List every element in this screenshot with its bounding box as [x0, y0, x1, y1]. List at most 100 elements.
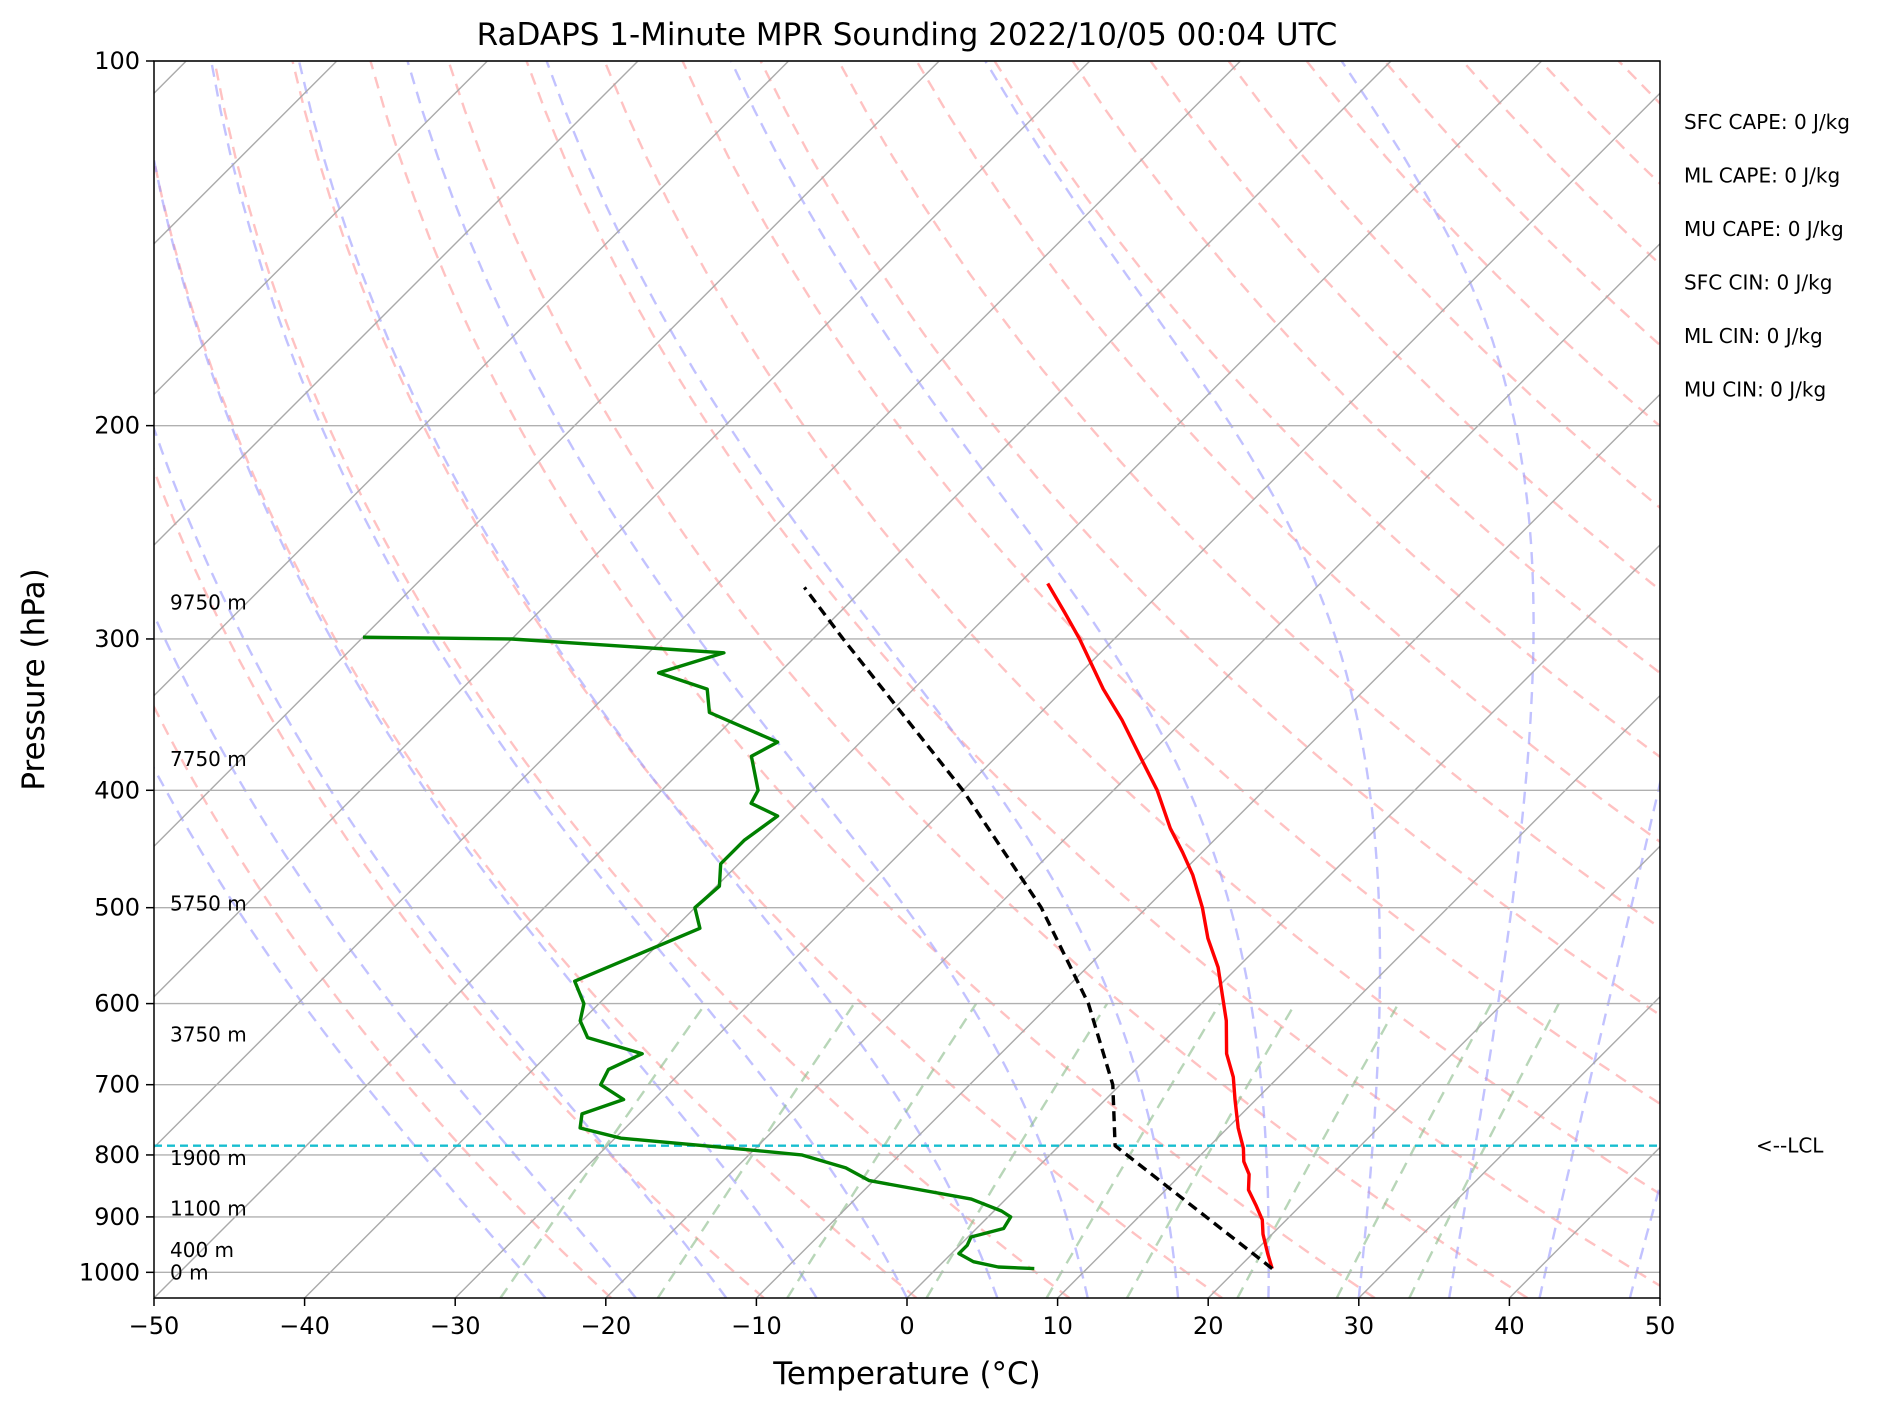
mixing-ratio-line	[1125, 1002, 1297, 1298]
x-tick-label: −40	[279, 1312, 330, 1340]
y-tick-label: 600	[94, 990, 140, 1018]
moist-adiabat	[210, 61, 909, 1298]
x-tick-label: 50	[1645, 1312, 1676, 1340]
y-axis-label: Pressure (hPa)	[16, 568, 52, 790]
moist-adiabat	[406, 61, 1089, 1298]
isotherm	[154, 61, 488, 396]
dry-adiabat	[1383, 61, 1660, 347]
dry-adiabat	[154, 154, 918, 1298]
y-tick-label: 400	[94, 776, 140, 804]
isotherm	[154, 61, 1091, 998]
dry-adiabat	[1071, 61, 1660, 675]
mixing-ratio-line	[1408, 1003, 1560, 1298]
dry-adiabat	[291, 61, 1223, 1298]
y-tick-label: 200	[94, 412, 140, 440]
mixing-ratio-line	[1335, 1003, 1493, 1298]
gridlines	[154, 60, 1660, 1274]
x-tick-label: −50	[129, 1312, 180, 1340]
height-label: 1100 m	[170, 1197, 247, 1221]
chart-title: RaDAPS 1-Minute MPR Sounding 2022/10/05 …	[477, 17, 1338, 53]
stat-label: SFC CIN: 0 J/kg	[1684, 271, 1832, 295]
dry-adiabat	[1149, 61, 1660, 592]
dry-adiabat	[213, 61, 1071, 1298]
x-tick-label: −30	[430, 1312, 481, 1340]
x-tick-label: 20	[1193, 1312, 1224, 1340]
dry-adiabat	[369, 61, 1376, 1298]
dry-adiabat	[1853, 61, 1882, 1298]
y-tick-label: 900	[94, 1203, 140, 1231]
isotherm	[605, 242, 1660, 1298]
moist-adiabat	[154, 765, 547, 1298]
height-label: 400 m	[170, 1238, 234, 1262]
dry-adiabat	[837, 61, 1660, 930]
x-tick-label: −10	[731, 1312, 782, 1340]
moist-adiabat	[154, 425, 728, 1298]
isotherm	[1358, 995, 1660, 1298]
moist-adiabat	[1340, 61, 1535, 1298]
dry-adiabat	[525, 61, 1660, 1288]
x-axis-label: Temperature (°C)	[772, 1356, 1041, 1392]
dewpoint-line	[362, 635, 1035, 1271]
mixing-ratio-line	[1236, 1003, 1400, 1298]
y-tick-label: 700	[94, 1071, 140, 1099]
x-tick-label: 10	[1042, 1312, 1073, 1340]
lcl-label: <--LCL	[1756, 1134, 1824, 1158]
height-label: 0 m	[170, 1260, 209, 1284]
isotherm	[755, 393, 1660, 1298]
dry-adiabat	[603, 61, 1660, 1196]
dry-adiabat	[993, 61, 1660, 759]
isotherm	[154, 61, 1241, 1149]
mixing-ratio-line	[656, 1002, 856, 1298]
moist-adiabat	[154, 612, 637, 1298]
y-axis-ticks: 100 200 300 400 500 600 700 800 900 1000	[79, 47, 154, 1286]
dry-adiabat	[1539, 61, 1660, 186]
temperature-line	[1046, 582, 1274, 1270]
height-label: 7750 m	[170, 747, 247, 771]
mixing-ratio-line	[925, 1002, 1109, 1298]
x-tick-label: −20	[580, 1312, 631, 1340]
height-label: 5750 m	[170, 891, 247, 915]
stat-label: ML CIN: 0 J/kg	[1684, 324, 1823, 348]
stat-label: MU CIN: 0 J/kg	[1684, 378, 1826, 402]
isotherm	[154, 61, 790, 697]
isotherm	[1811, 61, 1882, 1298]
x-tick-label: 0	[899, 1312, 914, 1340]
dry-adiabat	[681, 61, 1660, 1106]
dry-adiabat	[154, 704, 613, 1298]
background-lines	[154, 61, 1882, 1298]
y-tick-label: 800	[94, 1141, 140, 1169]
x-axis-ticks: −50 −40 −30 −20 −10 0 10 20 30 40 50	[129, 1298, 1676, 1340]
parcel-line	[803, 586, 1274, 1270]
stat-label: SFC CAPE: 0 J/kg	[1684, 110, 1850, 134]
series-layer	[154, 582, 1660, 1271]
isotherm	[154, 61, 639, 546]
dry-adiabat	[1775, 61, 1882, 1298]
stat-label: MU CAPE: 0 J/kg	[1684, 217, 1844, 241]
moist-adiabat	[1538, 777, 1660, 1298]
y-tick-label: 300	[94, 625, 140, 653]
moist-adiabat	[154, 154, 818, 1298]
isotherm	[1659, 1297, 1660, 1298]
moist-adiabat	[984, 61, 1382, 1298]
dry-adiabat	[1697, 61, 1882, 1298]
isotherm	[154, 61, 940, 848]
stat-label: ML CAPE: 0 J/kg	[1684, 164, 1840, 188]
height-label: 9750 m	[170, 591, 247, 615]
height-label: 3750 m	[170, 1022, 247, 1046]
isotherm	[454, 92, 1660, 1298]
y-tick-label: 1000	[79, 1258, 140, 1286]
mixing-ratio-line	[786, 1002, 978, 1298]
moist-adiabat	[297, 61, 999, 1298]
y-tick-label: 500	[94, 894, 140, 922]
x-tick-label: 40	[1494, 1312, 1525, 1340]
mixing-ratio-line	[1045, 1002, 1221, 1298]
moist-adiabat	[730, 61, 1271, 1298]
mixing-ratio-line	[499, 1002, 707, 1298]
height-label: 1900 m	[170, 1146, 247, 1170]
x-tick-label: 30	[1344, 1312, 1375, 1340]
dry-adiabat	[915, 61, 1660, 844]
isotherm	[906, 544, 1660, 1298]
moist-adiabat	[545, 61, 1180, 1298]
